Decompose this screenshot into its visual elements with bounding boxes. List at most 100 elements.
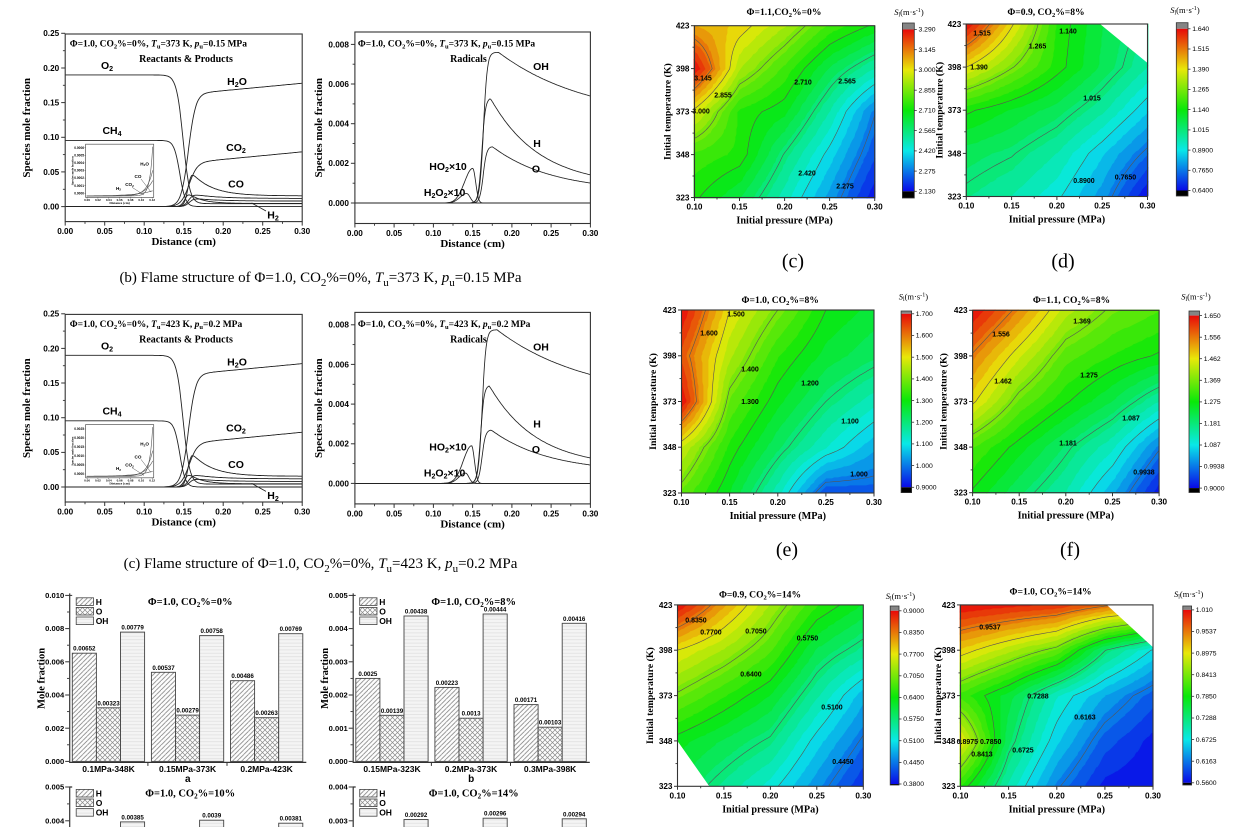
svg-text:0.15: 0.15 — [465, 229, 481, 238]
svg-text:Sl(m·s-1): Sl(m·s-1) — [1174, 589, 1204, 601]
svg-text:0.25: 0.25 — [818, 498, 834, 507]
svg-text:1.000: 1.000 — [916, 463, 933, 470]
svg-text:0.15: 0.15 — [43, 379, 59, 388]
svg-text:H: H — [96, 597, 102, 607]
svg-text:1.500: 1.500 — [727, 311, 745, 318]
svg-text:3.145: 3.145 — [919, 47, 936, 54]
svg-text:1.300: 1.300 — [916, 398, 933, 405]
svg-text:0.0004: 0.0004 — [74, 161, 84, 165]
svg-text:0.00: 0.00 — [84, 478, 90, 482]
svg-text:373: 373 — [663, 397, 677, 406]
svg-text:CO: CO — [135, 454, 142, 459]
svg-text:1.500: 1.500 — [916, 354, 933, 361]
svg-text:Initial pressure (MPa): Initial pressure (MPa) — [730, 511, 826, 522]
svg-text:0.02: 0.02 — [95, 198, 101, 202]
svg-text:0.008: 0.008 — [45, 624, 64, 633]
svg-text:0.6400: 0.6400 — [1192, 188, 1213, 195]
svg-text:0.00444: 0.00444 — [484, 607, 507, 614]
svg-text:423: 423 — [659, 601, 673, 610]
svg-text:0.010: 0.010 — [45, 591, 64, 600]
svg-text:0.8975: 0.8975 — [1196, 650, 1217, 657]
svg-text:0.30: 0.30 — [855, 791, 871, 800]
svg-text:0.15: 0.15 — [176, 508, 192, 517]
svg-text:1.300: 1.300 — [741, 399, 759, 406]
svg-text:Φ=1.0, CO2%=14%: Φ=1.0, CO2%=14% — [429, 789, 519, 801]
svg-text:H2O: H2O — [140, 161, 149, 167]
svg-text:348: 348 — [942, 737, 956, 746]
svg-text:348: 348 — [659, 737, 673, 746]
svg-text:1.515: 1.515 — [1192, 46, 1209, 53]
svg-text:Distance (cm): Distance (cm) — [440, 518, 505, 530]
svg-text:0.8413: 0.8413 — [1196, 672, 1217, 679]
svg-text:0.004: 0.004 — [329, 624, 349, 633]
svg-text:0.30: 0.30 — [294, 508, 310, 517]
svg-text:2.420: 2.420 — [798, 170, 816, 177]
svg-text:0.006: 0.006 — [328, 360, 349, 369]
svg-text:H2O: H2O — [227, 356, 247, 369]
svg-text:0.0025: 0.0025 — [74, 427, 84, 431]
svg-text:0.5100: 0.5100 — [821, 704, 843, 711]
svg-text:0.20: 0.20 — [1058, 498, 1074, 507]
svg-text:373: 373 — [676, 108, 690, 117]
svg-text:1.556: 1.556 — [1204, 334, 1221, 341]
svg-text:0.0000: 0.0000 — [74, 191, 84, 195]
svg-text:(d): (d) — [1051, 251, 1074, 273]
svg-text:0.10: 0.10 — [425, 229, 441, 238]
svg-text:348: 348 — [676, 151, 690, 160]
svg-text:Species mole fraction: Species mole fraction — [71, 156, 75, 185]
svg-text:0.30: 0.30 — [867, 203, 883, 212]
svg-text:0.06: 0.06 — [117, 198, 123, 202]
svg-text:H: H — [533, 418, 541, 430]
svg-text:0.8900: 0.8900 — [1192, 147, 1213, 154]
svg-text:0.08: 0.08 — [128, 478, 134, 482]
svg-text:0.25: 0.25 — [255, 508, 271, 517]
svg-text:0.0015: 0.0015 — [74, 445, 84, 449]
svg-text:H2O: H2O — [140, 442, 149, 448]
svg-text:Distance (cm): Distance (cm) — [109, 482, 130, 486]
svg-text:0.00296: 0.00296 — [484, 811, 507, 818]
svg-text:1.700: 1.700 — [916, 311, 933, 318]
svg-text:Initial temperature (K): Initial temperature (K) — [648, 353, 659, 450]
svg-text:OH: OH — [533, 61, 549, 73]
svg-text:0.001: 0.001 — [329, 724, 349, 733]
svg-text:323: 323 — [954, 489, 968, 498]
svg-text:0.00779: 0.00779 — [121, 625, 144, 632]
svg-text:2.565: 2.565 — [919, 128, 936, 135]
svg-text:2.565: 2.565 — [838, 78, 856, 85]
svg-text:0.06: 0.06 — [117, 478, 123, 482]
svg-text:Φ=1.0, CO2%=0%, Tu=373 K, pu=0: Φ=1.0, CO2%=0%, Tu=373 K, pu=0.15 MPa — [70, 40, 248, 51]
svg-text:Initial temperature (K): Initial temperature (K) — [663, 63, 674, 160]
svg-text:1.515: 1.515 — [973, 30, 991, 37]
svg-text:0.4450: 0.4450 — [903, 760, 924, 767]
svg-text:1.640: 1.640 — [1192, 26, 1209, 33]
svg-text:OH: OH — [96, 808, 109, 818]
svg-text:Sl(m·s-1): Sl(m·s-1) — [1170, 5, 1200, 17]
svg-text:0.15: 0.15 — [732, 203, 748, 212]
svg-text:Φ=1.0, CO2%=10%: Φ=1.0, CO2%=10% — [145, 789, 235, 801]
svg-text:1.556: 1.556 — [992, 331, 1010, 338]
svg-text:1.000: 1.000 — [850, 471, 868, 478]
svg-text:0.10: 0.10 — [425, 509, 441, 518]
svg-text:0.4450: 0.4450 — [832, 759, 854, 766]
svg-text:0.9000: 0.9000 — [903, 608, 924, 615]
svg-text:Sl(m·s-1): Sl(m·s-1) — [899, 292, 929, 304]
svg-text:0.00: 0.00 — [57, 227, 73, 236]
svg-text:0.7850: 0.7850 — [1196, 694, 1217, 701]
svg-text:0.004: 0.004 — [328, 400, 349, 409]
svg-text:0.10: 0.10 — [138, 478, 144, 482]
svg-text:0.10: 0.10 — [138, 198, 144, 202]
svg-text:1.265: 1.265 — [1029, 43, 1047, 50]
svg-text:0.30: 0.30 — [294, 227, 310, 236]
svg-text:1.390: 1.390 — [1192, 66, 1209, 73]
svg-text:1.275: 1.275 — [1204, 399, 1221, 406]
svg-text:0.0005: 0.0005 — [74, 463, 84, 467]
svg-text:0.9537: 0.9537 — [979, 624, 1001, 631]
svg-text:0.0039: 0.0039 — [202, 813, 221, 820]
svg-text:Mole fraction: Mole fraction — [320, 648, 331, 709]
svg-text:0.0013: 0.0013 — [462, 711, 481, 718]
svg-text:2.420: 2.420 — [919, 148, 936, 155]
svg-text:0.15MPa-373K: 0.15MPa-373K — [159, 764, 217, 774]
svg-text:0.0003: 0.0003 — [74, 169, 84, 173]
svg-text:348: 348 — [663, 443, 677, 452]
svg-text:0.000: 0.000 — [45, 757, 64, 766]
